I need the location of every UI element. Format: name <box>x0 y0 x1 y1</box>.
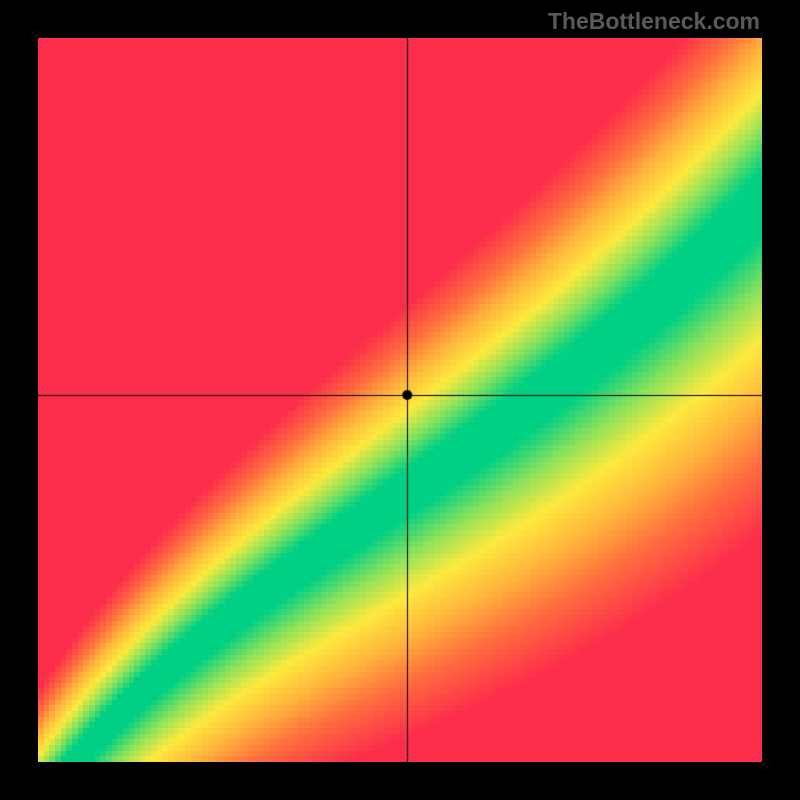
overlay-canvas <box>0 0 800 800</box>
chart-container: TheBottleneck.com <box>0 0 800 800</box>
watermark-text: TheBottleneck.com <box>548 8 760 35</box>
